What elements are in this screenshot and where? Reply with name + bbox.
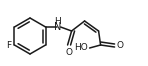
Text: H: H — [54, 16, 61, 25]
Text: HO: HO — [74, 43, 88, 52]
Text: O: O — [66, 48, 73, 57]
Text: F: F — [6, 41, 11, 50]
Text: N: N — [54, 22, 61, 32]
Text: O: O — [117, 41, 124, 50]
